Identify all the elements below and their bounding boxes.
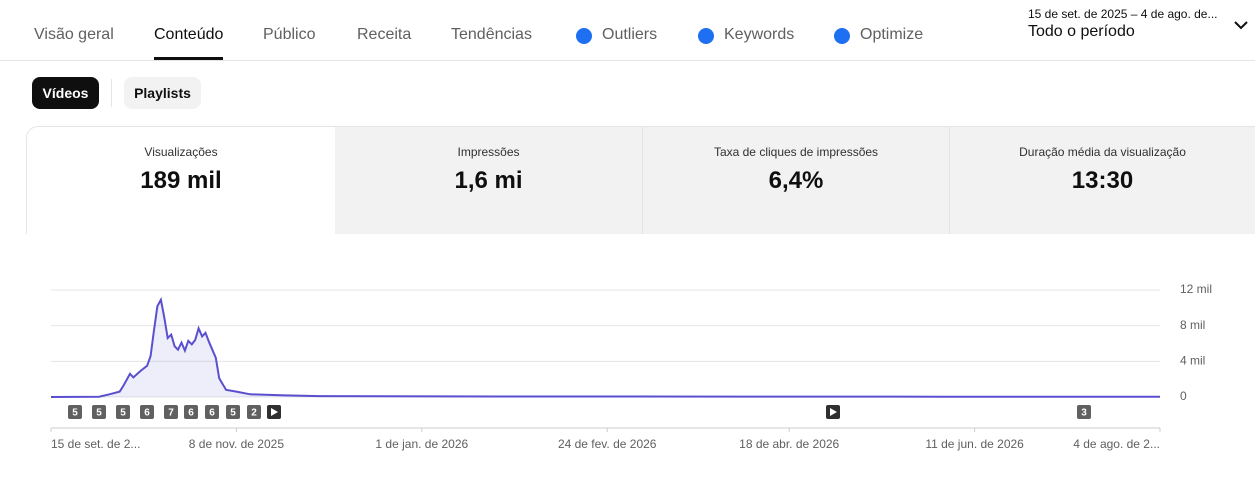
marker-label: 7	[168, 408, 174, 419]
marker-box	[226, 405, 240, 419]
marker-box	[68, 405, 82, 419]
chevron[interactable]	[1233, 19, 1249, 31]
marker-box	[184, 405, 198, 419]
marker-label: 6	[188, 408, 194, 419]
tab[interactable]: Público	[263, 26, 316, 43]
y-tick-label: 8 mil	[1180, 318, 1205, 332]
metric-card[interactable]: Visualizações 189 mil	[26, 126, 335, 234]
tab[interactable]: Receita	[357, 26, 412, 43]
tab[interactable]: Visão geral	[34, 26, 114, 43]
x-tick-label: 11 de jun. de 2026	[925, 437, 1024, 451]
x-tick-label: 18 de abr. de 2026	[739, 437, 839, 451]
marker-box	[116, 405, 130, 419]
icon	[576, 28, 592, 44]
tab[interactable]: Tendências	[451, 26, 532, 43]
play-icon	[271, 408, 278, 416]
icon	[698, 28, 714, 44]
x-tick-label: 4 de ago. de 2...	[1073, 437, 1160, 451]
marker-label: 5	[96, 408, 102, 419]
y-tick-label: 0	[1180, 389, 1187, 403]
marker-box	[205, 405, 219, 419]
marker-label: 5	[72, 408, 78, 419]
line	[50, 296, 1161, 398]
metric-label: Taxa de cliques de impressões	[713, 145, 879, 159]
metric-value: 189 mil	[140, 167, 222, 194]
y-tick-label: 12 mil	[1180, 282, 1212, 296]
marker-label: 2	[251, 408, 257, 419]
date-range[interactable]: 15 de set. de 2025 – 4 de ago. de...	[1028, 7, 1218, 21]
metric-value: 13:30	[1071, 167, 1134, 194]
metric-value: 1,6 mi	[454, 167, 523, 194]
marker-box	[164, 405, 178, 419]
area	[51, 299, 1160, 397]
marker-label: 5	[120, 408, 126, 419]
metric-value: 6,4%	[768, 167, 824, 194]
date-period[interactable]: Todo o período	[1028, 23, 1135, 40]
marker-label: 5	[230, 408, 236, 419]
metric-card[interactable]: Impressões 1,6 mi	[335, 126, 643, 234]
divider	[111, 79, 112, 107]
marker-box	[1077, 405, 1091, 419]
toggle[interactable]: Vídeos	[32, 77, 99, 109]
y-tick-label: 4 mil	[1180, 354, 1205, 368]
tab[interactable]: Outliers	[602, 26, 658, 43]
tab-bar: Visão geral Conteúdo Público Receita Ten…	[0, 0, 1255, 61]
metric-label: Impressões	[457, 145, 520, 159]
marker-box	[92, 405, 106, 419]
x-tick-label: 1 de jan. de 2026	[375, 437, 468, 451]
x-tick-label: 8 de nov. de 2025	[189, 437, 285, 451]
metric-label: Visualizações	[144, 145, 218, 159]
toggle[interactable]: Playlists	[124, 77, 201, 109]
metric-card[interactable]: Duração média da visualização 13:30	[950, 126, 1255, 234]
tab-underline	[154, 57, 223, 60]
tab[interactable]: Keywords	[724, 26, 795, 43]
marker-label: 6	[209, 408, 215, 419]
play-icon	[830, 408, 837, 416]
marker-box	[140, 405, 154, 419]
x-tick-label: 24 de fev. de 2026	[558, 437, 657, 451]
metric-card[interactable]: Taxa de cliques de impressões 6,4%	[643, 126, 950, 234]
marker-label: 6	[144, 408, 150, 419]
tab[interactable]: Optimize	[860, 26, 924, 43]
x-tick-label: 15 de set. de 2...	[51, 437, 140, 451]
marker-box	[247, 405, 261, 419]
metric-label: Duração média da visualização	[1019, 145, 1186, 159]
icon	[834, 28, 850, 44]
tab[interactable]: Conteúdo	[154, 26, 224, 43]
marker-label: 3	[1081, 408, 1087, 419]
